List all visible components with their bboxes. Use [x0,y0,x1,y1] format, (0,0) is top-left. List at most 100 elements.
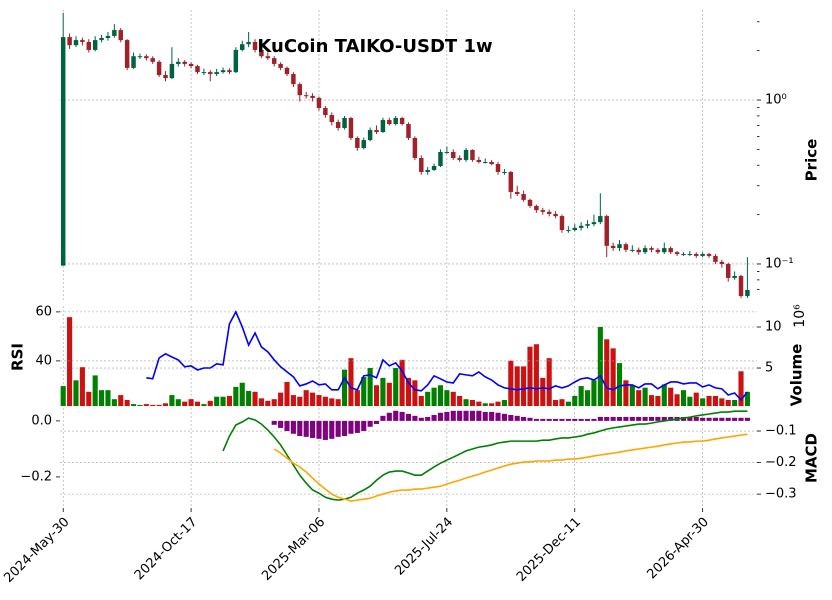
histogram-bar [540,418,546,421]
volume-bar [175,399,181,406]
volume-bar [386,382,392,406]
volume-bar [616,363,623,406]
volume-bar [578,386,584,406]
histogram-bar [725,417,731,421]
candle-body [201,72,207,74]
volume-bar [489,403,495,406]
candle-body [578,225,584,228]
candle-body [342,117,347,129]
volume-bar [233,386,239,406]
volume-bar [636,390,642,406]
volume-bar [629,385,635,406]
candle-body [438,151,443,166]
candle-body [745,289,750,296]
candle-body [348,117,354,138]
candle-body [540,210,546,212]
y-tick-label: 40 [35,353,52,368]
candle-body [265,56,271,59]
volume-bar [316,395,322,406]
histogram-bar [367,420,373,427]
volume-bar [495,401,501,406]
candle-body [80,40,85,42]
histogram-bar [700,417,706,421]
volume-bar [239,382,245,406]
histogram-bar [584,418,591,421]
histogram-bar [623,416,629,421]
volume-bar [655,395,661,406]
histogram-bar [546,418,552,421]
histogram-bar [732,417,738,421]
candle-body [220,70,226,73]
candle-body [329,115,335,123]
volume-bar [137,404,143,406]
candle-body [572,227,577,231]
candle-body [393,117,398,125]
candle-body [476,159,482,162]
volume-bar [303,390,309,406]
histogram-bar [444,411,450,421]
volume-bar [162,403,169,406]
volume-bar [182,401,188,406]
histogram-bar [412,415,418,421]
candle-body [719,261,725,264]
candle-body [482,161,488,163]
candle-body [546,211,552,214]
candle-body [457,157,462,160]
volume-bar [412,380,418,406]
candle-body [623,244,629,250]
histogram-bar [322,420,328,440]
volume-bar [444,390,450,406]
histogram-bar [303,420,309,437]
volume-bar [661,384,667,406]
volume-bar [732,400,738,406]
candle-body [92,40,98,50]
volume-bar [380,377,386,406]
histogram-bar [719,417,725,421]
volume-bar [207,400,213,406]
volume-bar [361,377,367,406]
volume-bar [457,395,463,406]
histogram-bar [712,417,718,421]
volume-bar [105,390,111,406]
histogram-bar [680,416,687,421]
histogram-bar [642,416,648,421]
volume-bar [60,386,66,406]
candle-body [610,245,616,249]
candle-body [706,254,712,256]
x-tick-label: 2026-Apr-30 [644,515,711,582]
histogram-bar [706,417,712,421]
candle-body [316,97,322,108]
volume-bar [514,366,520,406]
histogram-bar [399,411,405,421]
candle-body [431,165,437,171]
volume-bar [687,396,693,406]
volume-bar [668,387,674,406]
candle-body [137,56,143,58]
histogram-bar [514,415,520,421]
volume-bar [99,390,105,406]
volume-bar [437,385,444,406]
candle-body [617,244,622,249]
volume-bar [393,368,399,406]
candle-body [495,164,501,172]
volume-bar [130,404,137,406]
volume-bar [725,400,731,406]
candle-body [534,205,539,211]
histogram-bar [463,410,469,421]
volume-bar [501,400,507,406]
histogram-bar [572,418,578,421]
y-axis-label: Volume [788,344,806,407]
histogram-bar [431,415,437,421]
volume-bar [220,396,226,406]
histogram-bar [527,417,533,421]
volume-bar [431,387,437,406]
candle-body [425,170,430,172]
candle-body [297,84,303,96]
x-tick-label: 2024-Oct-17 [132,515,200,583]
candle-body [713,255,718,262]
volume-bar [169,395,175,406]
candle-body [470,149,475,160]
volume-bar [79,367,85,406]
